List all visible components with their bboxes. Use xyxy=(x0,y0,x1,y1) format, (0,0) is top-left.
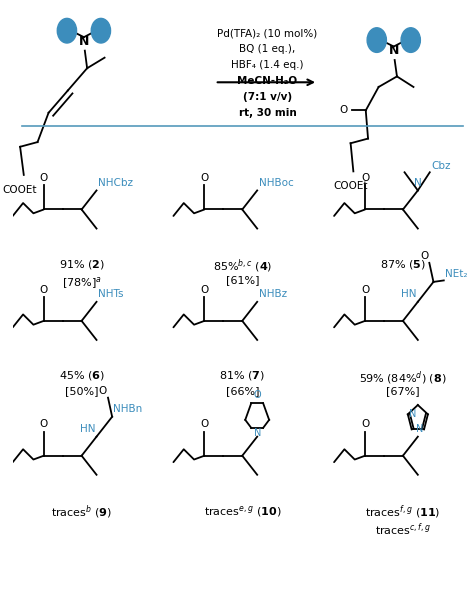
Text: traces$^{f,g}$ ($\mathbf{11}$): traces$^{f,g}$ ($\mathbf{11}$) xyxy=(365,504,441,521)
Text: rt, 30 min: rt, 30 min xyxy=(238,108,296,118)
Text: O: O xyxy=(361,284,369,294)
Text: HN: HN xyxy=(80,423,96,434)
Circle shape xyxy=(401,28,420,52)
Text: 87% ($\mathbf{5}$): 87% ($\mathbf{5}$) xyxy=(380,257,426,270)
Circle shape xyxy=(367,28,386,52)
Text: NHBoc: NHBoc xyxy=(259,178,293,188)
Text: NHBz: NHBz xyxy=(259,289,287,299)
Text: NHBn: NHBn xyxy=(113,405,143,415)
Text: 85%$^{b,c}$ ($\mathbf{4}$): 85%$^{b,c}$ ($\mathbf{4}$) xyxy=(212,257,272,275)
Text: N: N xyxy=(389,44,399,57)
Text: HBF₄ (1.4 eq.): HBF₄ (1.4 eq.) xyxy=(231,60,304,70)
Text: N: N xyxy=(414,178,422,188)
Text: 91% ($\mathbf{2}$): 91% ($\mathbf{2}$) xyxy=(59,257,104,270)
Text: O: O xyxy=(201,419,209,429)
Text: BQ (1 eq.),: BQ (1 eq.), xyxy=(239,44,296,54)
Text: N: N xyxy=(416,425,423,435)
Text: O: O xyxy=(339,105,347,115)
Text: traces$^{c,f,g}$: traces$^{c,f,g}$ xyxy=(375,521,431,538)
Text: COOEt: COOEt xyxy=(333,181,368,191)
Text: NEt₂: NEt₂ xyxy=(445,269,467,279)
Text: HN: HN xyxy=(401,289,417,299)
Text: NHCbz: NHCbz xyxy=(98,178,133,188)
Text: N: N xyxy=(254,428,261,438)
Text: 81% ($\mathbf{7}$): 81% ($\mathbf{7}$) xyxy=(219,369,265,382)
Text: traces$^{e,g}$ ($\mathbf{10}$): traces$^{e,g}$ ($\mathbf{10}$) xyxy=(203,504,281,519)
Text: [66%]: [66%] xyxy=(226,386,259,396)
Text: [50%]: [50%] xyxy=(65,386,99,396)
Text: 45% ($\mathbf{6}$): 45% ($\mathbf{6}$) xyxy=(59,369,104,382)
Text: O: O xyxy=(99,386,107,396)
Text: O: O xyxy=(361,173,369,183)
Text: O: O xyxy=(361,419,369,429)
Text: Cbz: Cbz xyxy=(431,161,451,171)
Text: N: N xyxy=(79,35,89,48)
Text: traces$^{b}$ ($\mathbf{9}$): traces$^{b}$ ($\mathbf{9}$) xyxy=(51,504,112,521)
Text: [67%]: [67%] xyxy=(386,386,420,396)
Text: O: O xyxy=(40,173,48,183)
Text: 59% (84%$^{d}$) ($\mathbf{8}$): 59% (84%$^{d}$) ($\mathbf{8}$) xyxy=(359,369,447,386)
Text: O: O xyxy=(201,173,209,183)
Text: O: O xyxy=(40,284,48,294)
Circle shape xyxy=(57,18,77,43)
Text: N: N xyxy=(409,409,416,419)
Text: [61%]: [61%] xyxy=(226,275,259,285)
Text: (7:1 v/v): (7:1 v/v) xyxy=(243,92,292,102)
Circle shape xyxy=(91,18,110,43)
Text: [78%]$^{a}$: [78%]$^{a}$ xyxy=(62,275,101,291)
Text: O: O xyxy=(40,419,48,429)
Text: O: O xyxy=(254,391,261,401)
Text: O: O xyxy=(420,252,428,262)
Text: MeCN-H₂O: MeCN-H₂O xyxy=(237,76,298,86)
Text: COOEt: COOEt xyxy=(3,186,37,196)
Text: O: O xyxy=(201,284,209,294)
Text: NHTs: NHTs xyxy=(98,289,123,299)
Text: Pd(TFA)₂ (10 mol%): Pd(TFA)₂ (10 mol%) xyxy=(218,29,318,39)
